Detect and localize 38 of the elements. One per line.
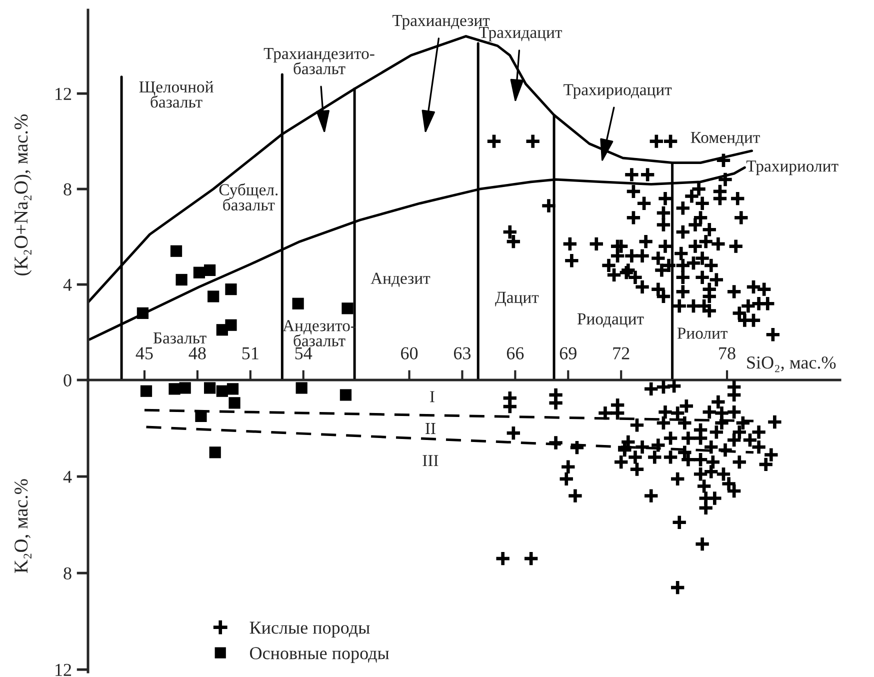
x-tick-label: 72 — [613, 347, 630, 360]
y-axis-title: K₂O, мас.% — [14, 479, 32, 573]
y-tick-label: 12 — [56, 88, 72, 100]
x-tick-label: 48 — [188, 347, 206, 360]
y-tick-label: 12 — [56, 664, 72, 676]
annotation: Трахиандезито- базальт — [264, 48, 374, 74]
x-tick-label: 60 — [401, 347, 418, 360]
x-tick-label: 45 — [136, 347, 153, 360]
x-tick-label: 78 — [719, 347, 736, 360]
x-axis-title: SiO₂, мас.% — [747, 356, 836, 372]
annotation: Риолит — [677, 328, 728, 339]
annotation: II — [426, 423, 436, 434]
x-tick-label: 54 — [295, 347, 312, 360]
annotation: Щелочной базальт — [139, 80, 214, 108]
y-tick-label: 8 — [64, 183, 72, 196]
x-tick-label: 69 — [560, 347, 576, 360]
annotation: Трахиандезит — [392, 15, 490, 30]
annotation: Трахидацит — [479, 26, 562, 42]
x-tick-label: 51 — [242, 347, 258, 360]
annotation: Трахириодацит — [564, 84, 672, 99]
annotation: Риодацит — [577, 313, 644, 328]
x-tick-label: 66 — [506, 347, 524, 360]
annotation: Дацит — [495, 292, 539, 306]
legend-label: Кислые породы — [250, 622, 370, 638]
x-tick-label: 63 — [454, 347, 471, 360]
annotation: I — [430, 391, 434, 402]
y-tick-label: 4 — [63, 470, 72, 483]
annotation: Комендит — [690, 132, 760, 146]
annotation: Трахириолит — [746, 160, 838, 176]
y-axis-title: (K₂O+Na₂O), мас.% — [14, 114, 32, 276]
annotation: Андезит — [370, 272, 430, 287]
annotation: III — [422, 455, 438, 466]
annotation: Базальт — [153, 332, 206, 344]
y-tick-label: 8 — [64, 567, 72, 580]
annotation: Субщел. базальт — [219, 183, 278, 211]
y-tick-label: 0 — [64, 374, 72, 386]
legend-label: Основные породы — [250, 647, 389, 663]
y-tick-label: 4 — [63, 278, 72, 291]
